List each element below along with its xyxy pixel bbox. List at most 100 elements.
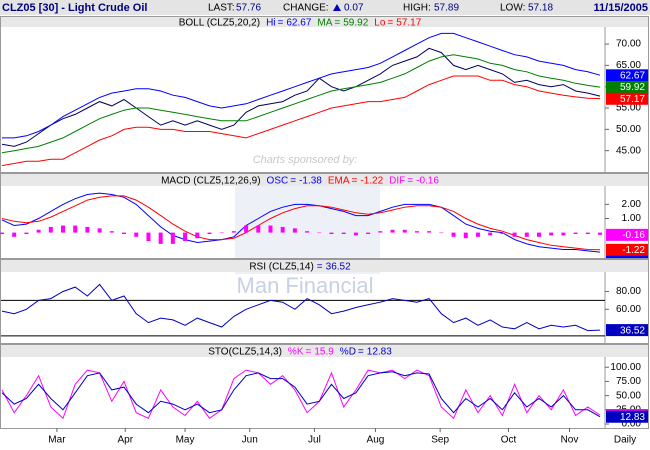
histogram-bar [61,225,66,233]
series-line [1,371,601,418]
histogram-bar [353,232,358,236]
x-axis-label: Daily [614,435,636,446]
legend-name: EMA [328,175,350,186]
x-tick-label: Sep [431,435,449,446]
legend-value: -1.38 [299,175,322,186]
header-date: 11/15/2005 [594,2,648,14]
panel-title: STO(CLZ5,14,3) %K = 15.9 %D = 12.83 [208,346,392,357]
value-box-label: 62.67 [620,70,645,81]
histogram-bar [158,232,163,244]
header-field-label: LAST: [208,3,235,14]
panel-title-bar [1,260,648,272]
histogram-bar [12,232,17,237]
x-tick-label: Oct [501,435,517,446]
watermark-line2: Man Financial [237,273,374,298]
series-line [1,192,601,253]
series-line [1,283,601,332]
histogram-bar [573,232,578,234]
x-tick-label: May [176,435,195,446]
legend-eq: = [352,175,358,186]
header-field-value: 57.18 [528,3,553,14]
legend-eq: = [334,17,340,28]
panel-title-label: BOLL (CLZ5,20,2) [179,17,260,28]
value-box [606,92,648,105]
panel-title: RSI (CLZ5,14) = 36.52 [249,261,351,272]
histogram-bar [73,225,78,233]
histogram-bar [305,231,310,233]
histogram-bar [475,232,480,237]
header-field-value: 0.07 [344,3,364,14]
value-box [606,243,648,256]
value-box-label: -0.16 [622,230,645,241]
header-field-value: 57.76 [236,3,261,14]
value-box-label: 59.92 [620,82,645,93]
header-title: CLZ05 [30] - Light Crude Oil [2,2,147,14]
histogram-bar [122,232,127,234]
histogram-bar [329,232,334,234]
series-line [1,369,601,420]
up-arrow [333,4,341,11]
histogram-bar [36,229,41,233]
x-tick-label: Apr [117,435,133,446]
legend-value: 57.17 [396,17,421,28]
value-box [606,81,648,94]
legend-value: 59.92 [343,17,368,28]
value-box-label: 57.17 [620,94,645,105]
histogram-bar [341,232,346,234]
panel-title-label: STO(CLZ5,14,3) [208,346,282,357]
panel-title-bar [1,17,648,27]
x-tick-label: Mar [48,435,66,446]
histogram-bar [24,232,29,234]
histogram-bar [488,232,493,236]
histogram-bar [536,232,541,237]
panel [0,173,649,259]
legend-eq: = [317,261,323,272]
histogram-bar [439,232,444,234]
value-box [606,228,648,241]
panel-title-label: MACD (CLZ5,12,26,9) [161,175,260,186]
legend-name: Lo [374,17,386,28]
histogram-bar [207,232,212,234]
histogram-bar [0,232,4,234]
legend-eq: = [278,17,284,28]
panel-title: BOLL (CLZ5,20,2) Hi = 62.67 MA = 59.92 Lo = 57.17 [179,17,422,28]
histogram-bar [244,225,249,233]
watermark-line1: Charts sponsored by: [253,154,358,166]
legend-name: %K [288,346,304,357]
histogram-bar [451,232,456,237]
header-field-label: HIGH: [403,3,431,14]
header-bar [0,0,650,15]
histogram-bar [219,232,224,234]
panel [0,259,649,344]
header-field-value: 57.89 [434,3,459,14]
histogram-bar [85,226,90,233]
legend-value: -1.22 [360,175,383,186]
y-tick-label: 75.00 [616,376,641,387]
y-tick-label: 70.00 [616,39,641,50]
series-line [2,32,601,139]
value-box [606,410,648,423]
histogram-bar [317,232,322,234]
histogram-bar [524,232,529,237]
value-box-label: 36.52 [620,325,645,336]
y-tick-label: 1.00 [622,213,642,224]
histogram-bar [292,228,297,233]
histogram-bar [280,226,285,233]
histogram-bar [170,232,175,244]
histogram-bar [48,226,53,233]
histogram-bar [256,225,261,233]
histogram-bar [390,229,395,233]
value-box-label: 12.83 [620,412,645,423]
x-tick-label: Nov [561,435,579,446]
y-tick-label: 0.00 [622,419,642,430]
value-box-label: -1.22 [622,245,645,256]
x-tick-label: Aug [367,435,385,446]
panel-title-bar [1,174,648,186]
legend-eq: = [387,17,393,28]
panel-title-label: RSI (CLZ5,14) [249,261,313,272]
x-tick-label: Jun [242,435,258,446]
legend-eq: = [290,175,296,186]
y-tick-label: 2.00 [622,199,642,210]
y-tick-label: 60.00 [616,304,641,315]
